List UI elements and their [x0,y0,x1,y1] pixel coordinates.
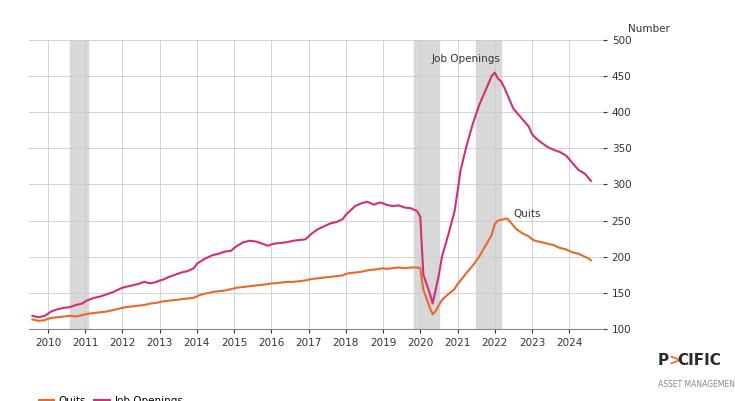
Text: Quits: Quits [513,209,541,219]
Bar [70,40,88,329]
Bar [414,40,439,329]
Text: ASSET MANAGEMENT: ASSET MANAGEMENT [658,381,735,389]
Legend: Quits, Job Openings: Quits, Job Openings [35,392,187,401]
Text: >: > [669,353,681,369]
Bar [476,40,501,329]
Text: CIFIC: CIFIC [677,353,721,369]
Y-axis label: Number: Number [628,24,670,34]
Text: P: P [658,353,669,369]
Text: Job Openings: Job Openings [431,54,501,64]
